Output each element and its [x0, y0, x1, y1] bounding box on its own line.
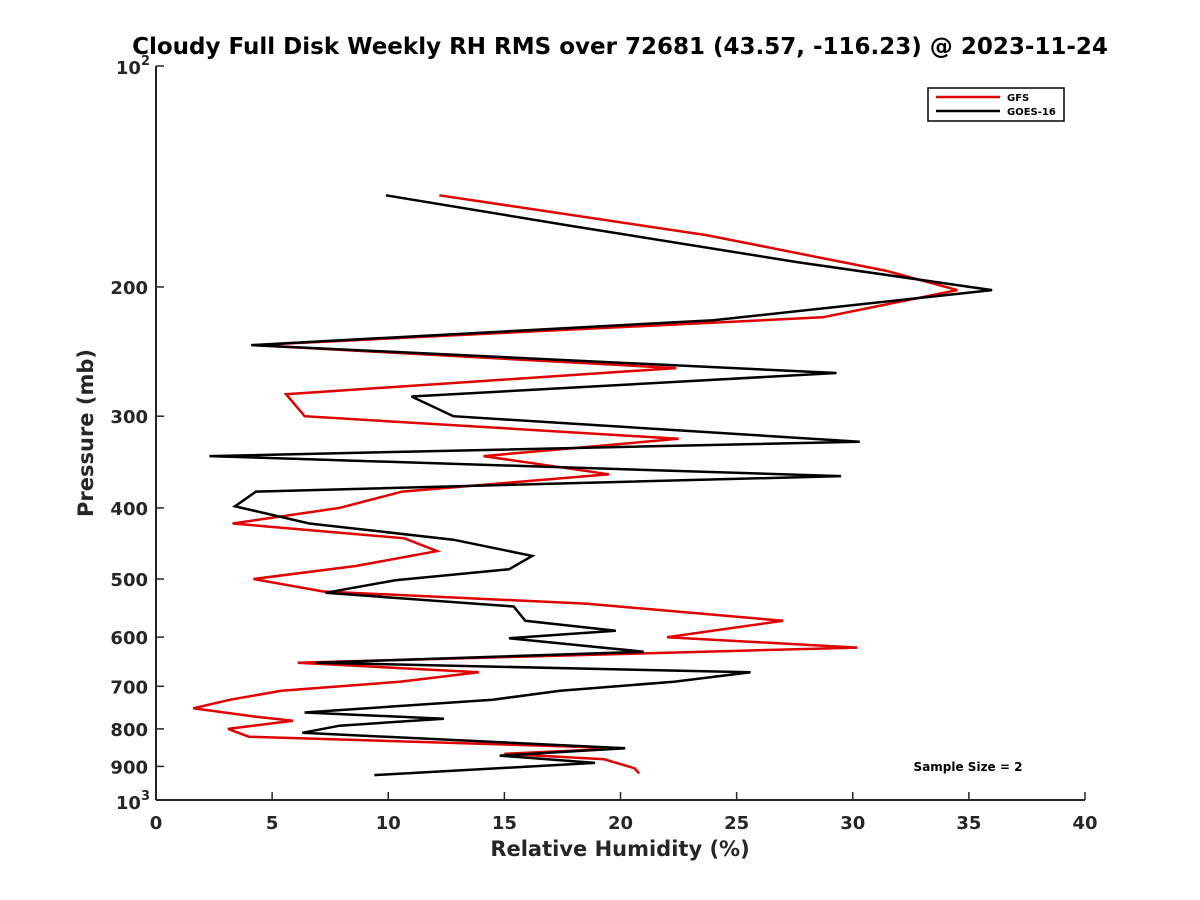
- series-line-goes16: [209, 194, 993, 777]
- legend-label-gfs: GFS: [1007, 93, 1029, 104]
- legend-label-goes16: GOES-16: [1007, 107, 1056, 118]
- y-limit-label-top: 102: [116, 54, 150, 79]
- chart-title: Cloudy Full Disk Weekly RH RMS over 7268…: [132, 34, 1108, 60]
- y-limit-label-bottom: 103: [116, 789, 150, 814]
- x-tick-label: 20: [608, 813, 633, 834]
- x-tick-label: 35: [956, 813, 981, 834]
- x-tick-label: 10: [376, 813, 401, 834]
- y-tick-label: 900: [110, 757, 148, 778]
- plot-area: [192, 194, 993, 777]
- x-tick-label: 5: [266, 813, 279, 834]
- x-tick-label: 30: [840, 813, 865, 834]
- y-tick-label: 800: [110, 720, 148, 741]
- legend-box: [927, 87, 1065, 122]
- y-tick-label: 200: [110, 278, 148, 299]
- series-line-gfs: [192, 194, 958, 775]
- x-tick-label: 0: [150, 813, 163, 834]
- x-tick-label: 25: [724, 813, 749, 834]
- y-tick-label: 500: [110, 570, 148, 591]
- x-axis-ticks: 0 5 10 15 20 25 30 35 40: [150, 792, 1098, 834]
- y-tick-label: 600: [110, 628, 148, 649]
- y-axis-ticks: 200 300 400 500 600 700 800 900: [110, 65, 164, 801]
- x-tick-label: 15: [492, 813, 517, 834]
- y-axis-label: Pressure (mb): [74, 349, 98, 517]
- y-tick-label: 400: [110, 499, 148, 520]
- y-tick-label: 700: [110, 677, 148, 698]
- x-tick-label: 40: [1072, 813, 1097, 834]
- x-axis-label: Relative Humidity (%): [490, 837, 749, 861]
- legend: GFS GOES-16: [927, 87, 1065, 122]
- sample-size-annotation: Sample Size = 2: [914, 760, 1023, 774]
- y-tick-label: 300: [110, 407, 148, 428]
